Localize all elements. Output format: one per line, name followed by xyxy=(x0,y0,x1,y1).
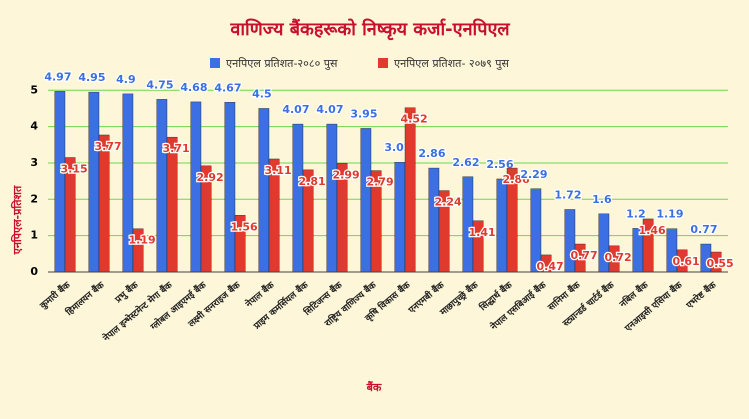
data-label: 2.24 xyxy=(435,196,462,209)
bar xyxy=(360,128,372,273)
data-label: 2.86 xyxy=(503,173,530,186)
data-label: 1.41 xyxy=(469,226,496,239)
x-axis-label: बैंक xyxy=(366,380,382,394)
legend-swatch xyxy=(378,58,388,68)
data-label: 2.99 xyxy=(333,168,360,181)
data-label: 3.71 xyxy=(163,142,190,155)
data-label: 4.75 xyxy=(146,78,173,91)
legend-label: एनपिएल प्रतिशत- २०७९ पुस xyxy=(394,57,510,70)
data-label: 3.15 xyxy=(61,163,88,176)
data-label: 3.77 xyxy=(95,140,122,153)
y-tick-label: 1 xyxy=(30,229,38,242)
bar xyxy=(564,209,576,273)
y-tick-label: 2 xyxy=(30,192,38,205)
data-label: 1.46 xyxy=(639,224,666,237)
data-label: 2.29 xyxy=(520,168,547,181)
y-axis-label: एनपिएल-प्रतिशत xyxy=(10,185,24,255)
bar xyxy=(156,99,168,273)
data-label: 4.95 xyxy=(78,71,105,84)
chart-title: वाणिज्य बैंकहरूको निष्कृय कर्जा-एनपिएल xyxy=(229,18,510,41)
data-label: 4.68 xyxy=(180,81,207,94)
bar xyxy=(462,176,474,273)
bar xyxy=(258,108,270,273)
legend-label: एनपिएल प्रतिशत-२०८० पुस xyxy=(226,57,338,70)
data-label: 0.77 xyxy=(571,249,598,262)
data-label: 4.9 xyxy=(116,73,136,86)
data-label: 4.5 xyxy=(252,87,272,100)
bar xyxy=(394,162,406,273)
data-label: 4.52 xyxy=(401,113,428,126)
bar xyxy=(98,134,110,273)
bar xyxy=(88,91,100,273)
data-label: 3.95 xyxy=(350,107,377,120)
data-label: 0.47 xyxy=(537,260,564,273)
data-label: 1.6 xyxy=(592,193,612,206)
data-label: 0.72 xyxy=(605,251,632,264)
bar xyxy=(190,101,202,273)
y-tick-label: 3 xyxy=(30,156,38,169)
bar xyxy=(54,91,66,273)
y-tick-label: 0 xyxy=(30,265,38,278)
data-label: 1.19 xyxy=(129,234,156,247)
bar xyxy=(496,178,508,273)
data-label: 0.61 xyxy=(673,255,700,268)
data-label: 2.62 xyxy=(452,156,479,169)
data-label: 2.86 xyxy=(418,147,445,160)
data-label: 2.92 xyxy=(197,171,224,184)
bar xyxy=(166,136,178,273)
data-label: 2.81 xyxy=(299,175,326,188)
bar xyxy=(326,123,338,273)
data-label: 4.07 xyxy=(316,103,343,116)
data-label: 1.56 xyxy=(231,220,258,233)
data-label: 0.55 xyxy=(707,257,734,270)
data-label: 4.07 xyxy=(282,103,309,116)
legend-swatch xyxy=(210,58,220,68)
data-label: 1.72 xyxy=(554,188,581,201)
bar xyxy=(428,167,440,273)
y-tick-label: 4 xyxy=(30,120,38,133)
data-label: 3.11 xyxy=(265,164,292,177)
data-label: 4.67 xyxy=(214,81,241,94)
data-label: 1.2 xyxy=(626,207,646,220)
bar xyxy=(404,107,416,273)
data-label: 1.19 xyxy=(656,208,683,221)
data-label: 2.79 xyxy=(367,176,394,189)
y-tick-label: 5 xyxy=(30,83,38,96)
data-label: 0.77 xyxy=(690,223,717,236)
bar xyxy=(292,123,304,273)
data-label: 4.97 xyxy=(44,70,71,83)
bar xyxy=(224,102,236,273)
